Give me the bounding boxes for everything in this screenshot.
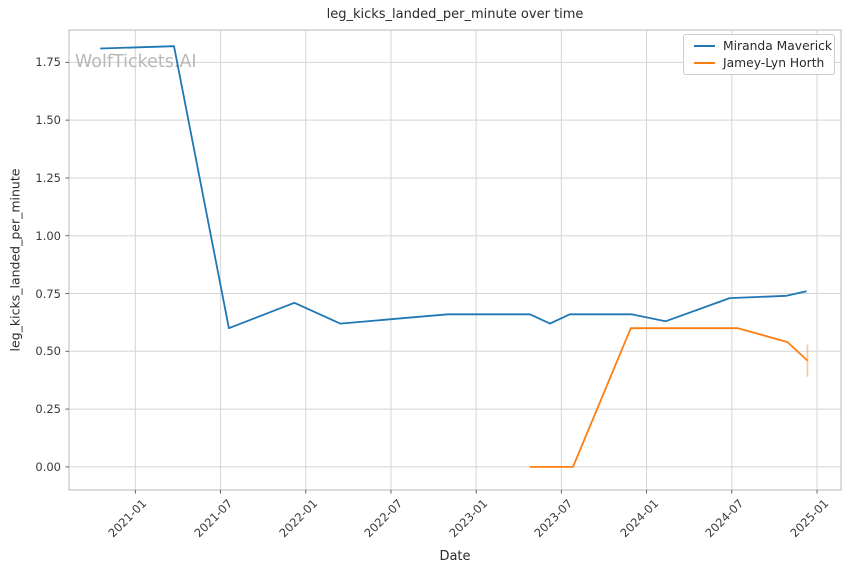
legend-item-miranda-maverick: Miranda Maverick xyxy=(684,39,834,53)
watermark: WolfTickets.AI xyxy=(75,52,197,72)
y-tick-label: 0.00 xyxy=(35,459,61,474)
y-tick-label: 1.25 xyxy=(35,170,61,185)
legend-item-jamey-lyn-horth: Jamey-Lyn Horth xyxy=(684,56,834,70)
y-tick-label: 1.50 xyxy=(35,113,61,128)
plot-frame xyxy=(68,29,842,491)
legend: Miranda Maverick Jamey-Lyn Horth xyxy=(683,34,835,75)
legend-line-swatch-blue xyxy=(694,45,715,47)
legend-line-swatch-orange xyxy=(694,62,715,64)
y-tick-label: 0.50 xyxy=(35,344,61,359)
y-tick-label: 1.75 xyxy=(35,55,61,70)
series-line-miranda-maverick xyxy=(100,45,807,330)
x-axis-label: Date xyxy=(439,549,471,564)
chart-title: leg_kicks_landed_per_minute over time xyxy=(326,7,584,22)
legend-label-miranda-maverick: Miranda Maverick xyxy=(723,39,833,53)
y-tick-label: 0.25 xyxy=(35,402,61,417)
y-tick-label: 1.00 xyxy=(35,228,61,243)
legend-label-jamey-lyn-horth: Jamey-Lyn Horth xyxy=(723,56,825,70)
y-tick-label: 0.75 xyxy=(35,286,61,301)
series-line-jamey-lyn-horth xyxy=(530,327,809,468)
